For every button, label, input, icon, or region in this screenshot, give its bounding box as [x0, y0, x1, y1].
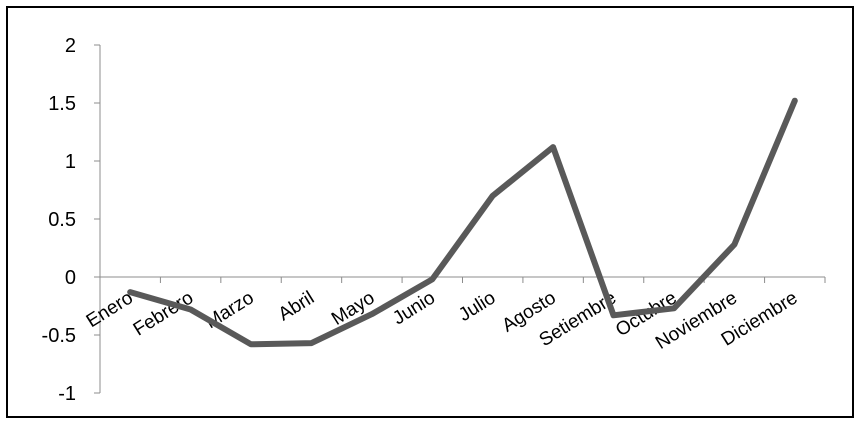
y-tick-label: 0 [65, 267, 76, 289]
data-point [308, 340, 314, 346]
data-point [248, 341, 254, 347]
y-tick-label: 1 [65, 151, 76, 173]
y-tick-label: 2 [65, 35, 76, 57]
data-point [429, 276, 435, 282]
series-group [127, 97, 798, 348]
data-point [369, 311, 375, 317]
data-point [731, 242, 737, 248]
x-tick-label: Abril [275, 287, 318, 325]
chart-frame [6, 6, 854, 418]
y-tick-label: 1.5 [48, 93, 76, 115]
x-tick-label: Julio [455, 287, 499, 326]
data-point [550, 144, 556, 150]
data-point [127, 289, 133, 295]
data-point [792, 98, 798, 104]
x-tick-label: Marzo [202, 287, 258, 333]
y-tick-label: -0.5 [42, 325, 76, 347]
y-tick-label: -1 [58, 383, 76, 405]
data-point [671, 305, 677, 311]
y-tick-label: 0.5 [48, 209, 76, 231]
data-point [611, 312, 617, 318]
series-line [127, 97, 798, 348]
y-axis: -1 -0.5 0 0.5 1 1.5 2 [42, 35, 101, 405]
data-point [490, 193, 496, 199]
data-point [188, 306, 194, 312]
x-tick-label: Junio [389, 287, 439, 329]
